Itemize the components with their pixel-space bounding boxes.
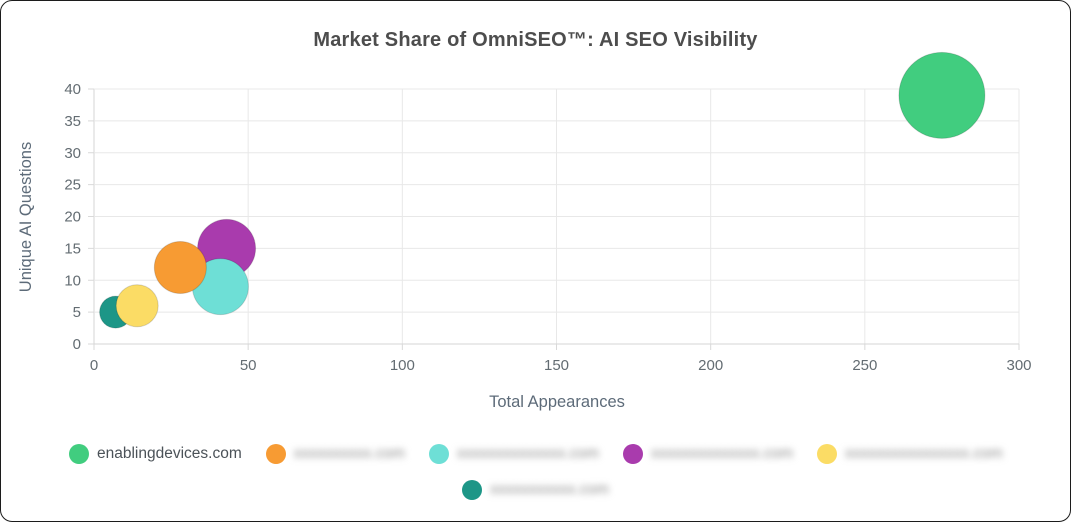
y-tick-label: 15 [64,240,81,257]
y-tick-label: 5 [73,304,81,321]
legend-label: xxxxxxxxxx.com [293,445,405,462]
legend-dot-icon [69,444,89,464]
legend-dot-icon [622,444,643,464]
y-tick-label: 0 [73,336,81,353]
x-tick-label: 300 [1006,357,1031,374]
bubble-enablingdevices.com[interactable] [898,51,986,139]
x-tick-label: 50 [240,357,257,374]
tick-layer: 0 50 100 150 200 250 300 0 5 10 15 20 25 30 35 40 [64,81,1031,374]
legend-item-redacted-4[interactable]: xxxxxxxxxxxxxxxx.com [817,444,1003,464]
x-tick-label: 0 [90,357,98,374]
legend-label: xxxxxxxxxxxxxxxx.com [845,445,1003,462]
grid-layer [93,88,1020,345]
y-tick-label: 10 [64,272,81,289]
x-tick-label: 150 [544,357,569,374]
legend-label: enablingdevices.com [97,445,242,462]
y-tick-label: 40 [64,81,81,98]
bubble-redacted-4[interactable] [115,284,159,328]
chart-title: Market Share of OmniSEO™: AI SEO Visibil… [313,29,758,51]
legend-item-redacted-5[interactable]: xxxxxxxxxxx.com [462,480,609,500]
x-tick-label: 200 [698,357,723,374]
y-axis-title: Unique AI Questions [17,142,35,292]
chart-legend-row-2: xxxxxxxxxxx.com [1,480,1070,500]
legend-dot-icon [428,444,449,464]
y-tick-label: 35 [64,113,81,130]
y-tick-label: 25 [64,177,81,194]
legend-dot-icon [817,444,838,464]
legend-item-redacted-1[interactable]: xxxxxxxxxx.com [265,444,405,464]
legend-item-enablingdevices.com[interactable]: enablingdevices.com [69,444,242,464]
x-axis-title: Total Appearances [489,393,625,411]
y-tick-label: 30 [64,145,81,162]
y-tick-label: 20 [64,209,81,226]
bubble-layer [99,51,986,329]
legend-dot-icon [265,444,286,464]
legend-item-redacted-2[interactable]: xxxxxxxxxxxxxx.com [428,444,599,464]
legend-item-redacted-3[interactable]: xxxxxxxxxxxxxx.com [622,444,794,464]
legend-label: xxxxxxxxxxxxxx.com [456,445,599,462]
legend-label: xxxxxxxxxxx.com [490,481,609,498]
legend-label: xxxxxxxxxxxxxx.com [650,445,794,462]
legend-dot-icon [462,480,483,500]
x-tick-label: 250 [852,357,877,374]
bubble-chart-plot: 0 50 100 150 200 250 300 0 5 10 15 20 25 30 35 40 Total… [17,51,1032,411]
bubble-redacted-1[interactable] [153,241,207,294]
x-tick-label: 100 [390,357,415,374]
chart-legend-row-1: enablingdevices.com xxxxxxxxxx.com xxxxxxx… [1,444,1070,464]
